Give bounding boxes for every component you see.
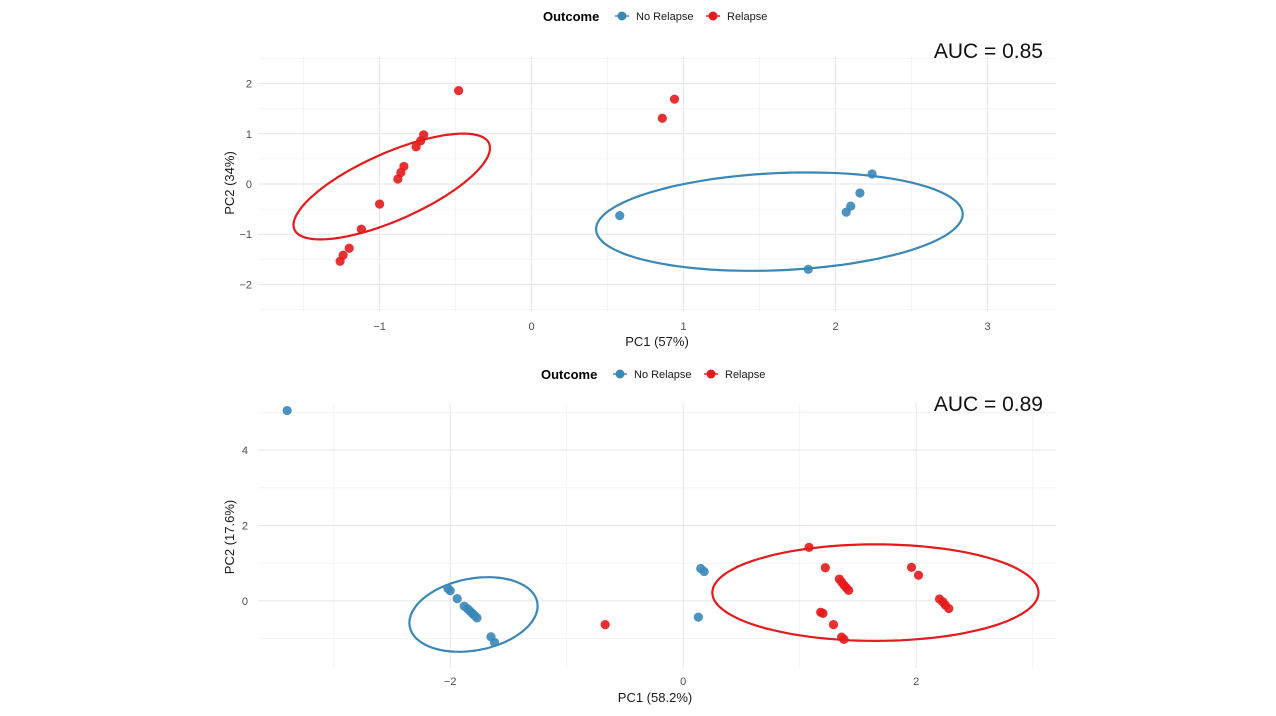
legend-label-no-relapse-1: No Relapse	[636, 11, 693, 23]
points-2	[282, 405, 954, 647]
y-tick-label: 1	[246, 129, 252, 141]
point-no-relapse	[445, 586, 455, 596]
point-no-relapse	[489, 637, 500, 647]
point-relapse	[844, 585, 854, 595]
x-tick-label: 3	[985, 321, 991, 333]
x-tick-label: 0	[529, 321, 535, 333]
auc-annotation-2: AUC = 0.89	[934, 393, 1043, 416]
y-axis-title-1: PC2 (34%)	[222, 151, 237, 215]
point-no-relapse	[615, 211, 625, 221]
y-tick-label: 4	[242, 445, 248, 457]
chart-panel-2: Outcome No Relapse Relapse −2 0 2 0 2 4 AUC =…	[222, 367, 1056, 705]
point-no-relapse	[867, 169, 877, 179]
tick-labels-1: −1 0 1 2 3 −2 −1 0 1 2	[239, 79, 990, 333]
ellipse-no-relapse	[594, 171, 964, 272]
point-relapse	[669, 94, 680, 104]
chart-panel-1: Outcome No Relapse Relapse −1 0 1 2 3 −2 −1 0 1 2…	[222, 9, 1056, 349]
point-relapse	[419, 130, 429, 140]
ellipses-1	[292, 132, 964, 272]
point-relapse	[818, 608, 828, 618]
point-relapse	[600, 620, 610, 630]
tick-labels-2: −2 0 2 0 2 4	[242, 445, 919, 688]
point-relapse	[828, 620, 839, 630]
x-tick-label: −1	[373, 321, 386, 333]
point-relapse	[657, 113, 667, 123]
points-1	[335, 86, 877, 274]
point-relapse	[839, 634, 849, 644]
point-relapse	[906, 562, 917, 572]
point-no-relapse	[855, 188, 865, 198]
point-no-relapse	[452, 594, 462, 604]
grid-2	[258, 403, 1056, 668]
legend-title-2: Outcome	[541, 367, 597, 382]
point-relapse	[820, 563, 830, 573]
point-no-relapse	[282, 405, 292, 416]
point-no-relapse	[472, 613, 482, 623]
point-relapse	[375, 199, 385, 209]
y-tick-label: 2	[242, 521, 248, 533]
legend-label-relapse-2: Relapse	[725, 369, 765, 381]
x-axis-title-2: PC1 (58.2%)	[618, 690, 692, 705]
legend-2: Outcome No Relapse Relapse	[541, 367, 765, 382]
point-no-relapse	[803, 264, 813, 274]
point-relapse	[944, 603, 954, 614]
ellipse-no-relapse	[408, 576, 539, 653]
point-relapse	[399, 161, 409, 172]
auc-annotation-1: AUC = 0.85	[934, 40, 1043, 63]
legend-title-1: Outcome	[543, 9, 599, 24]
point-relapse	[913, 570, 924, 580]
y-tick-label: −2	[239, 279, 252, 291]
point-relapse	[454, 86, 464, 96]
y-tick-label: 0	[242, 596, 248, 608]
y-tick-label: −1	[239, 229, 252, 241]
x-axis-title-1: PC1 (57%)	[625, 334, 689, 349]
y-axis-title-2: PC2 (17.6%)	[222, 500, 237, 574]
x-tick-label: 1	[681, 321, 687, 333]
y-tick-label: 2	[246, 79, 252, 91]
grid-1	[258, 56, 1056, 312]
point-relapse	[356, 224, 366, 234]
point-relapse	[344, 243, 354, 253]
ellipse-relapse	[711, 543, 1040, 643]
legend-label-no-relapse-2: No Relapse	[634, 369, 691, 381]
legend-1: Outcome No Relapse Relapse	[543, 9, 767, 24]
x-tick-label: 2	[913, 676, 919, 688]
point-no-relapse	[693, 612, 703, 622]
y-tick-label: 0	[246, 179, 252, 191]
x-tick-label: 0	[680, 676, 686, 688]
point-no-relapse	[846, 201, 856, 211]
x-tick-label: −2	[444, 676, 457, 688]
ellipse-relapse	[292, 132, 492, 241]
point-relapse	[804, 542, 814, 552]
legend-label-relapse-1: Relapse	[727, 11, 767, 23]
point-no-relapse	[699, 566, 709, 577]
point-relapse	[338, 250, 348, 260]
ellipses-2	[408, 543, 1040, 653]
x-tick-label: 2	[833, 321, 839, 333]
